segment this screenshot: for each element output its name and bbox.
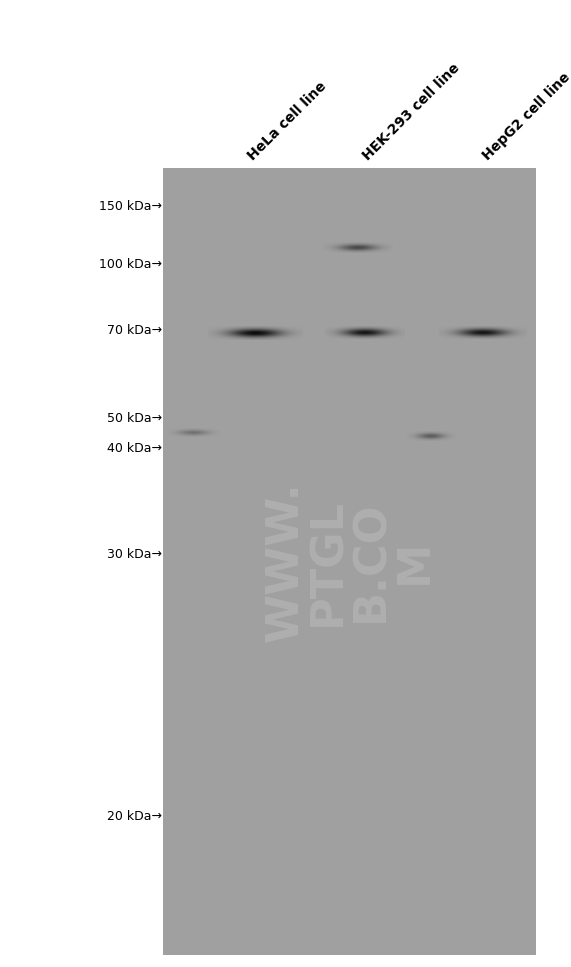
Text: 50 kDa→: 50 kDa→ bbox=[107, 412, 162, 425]
Text: 20 kDa→: 20 kDa→ bbox=[107, 810, 162, 824]
Text: HEK-293 cell line: HEK-293 cell line bbox=[360, 61, 463, 163]
Text: 100 kDa→: 100 kDa→ bbox=[99, 258, 162, 272]
Text: 70 kDa→: 70 kDa→ bbox=[107, 324, 162, 337]
Text: HepG2 cell line: HepG2 cell line bbox=[480, 70, 571, 163]
Text: 30 kDa→: 30 kDa→ bbox=[107, 547, 162, 561]
Text: 40 kDa→: 40 kDa→ bbox=[107, 442, 162, 454]
Text: HeLa cell line: HeLa cell line bbox=[245, 79, 329, 163]
Text: WWW.
PTGL
B.CO
M: WWW. PTGL B.CO M bbox=[263, 482, 436, 642]
Text: 150 kDa→: 150 kDa→ bbox=[99, 200, 162, 214]
Bar bbox=[163, 168, 536, 955]
